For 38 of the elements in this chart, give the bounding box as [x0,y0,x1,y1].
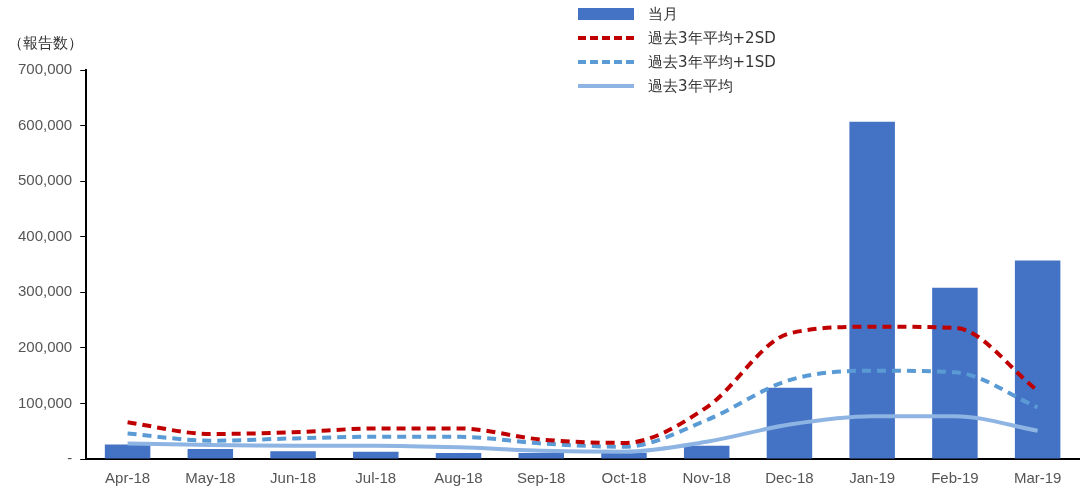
x-tick-label: Jan-19 [849,469,896,487]
bar [766,387,813,459]
bar [104,444,151,459]
bar [435,452,482,459]
x-tick-label: Oct-18 [601,469,647,487]
legend-label: 当月 [648,4,678,24]
x-tick-label: Mar-19 [1013,469,1062,487]
bar [932,287,978,459]
y-axis-title: （報告数） [8,34,83,53]
x-tick-label: Apr-18 [105,469,151,487]
x-tick-label: Dec-18 [765,469,814,487]
legend-label: 過去3年平均+1SD [648,52,776,72]
line-series [125,368,1040,449]
line-series [125,414,1040,454]
x-tick-label: Aug-18 [434,469,483,487]
bar [187,449,234,459]
legend-label: 過去3年平均+2SD [648,28,776,48]
legend-label: 過去3年平均 [648,76,733,96]
bar [270,451,316,459]
bar [849,121,895,459]
x-tick-label: Sep-18 [517,469,566,487]
bar [518,452,564,459]
x-tick-label: May-18 [185,469,236,487]
x-tick-label: Feb-19 [931,469,979,487]
bar [683,445,730,459]
x-tick-label: Jul-18 [355,469,397,487]
y-tick-label: 600,000 [17,115,73,133]
y-tick-label: 100,000 [17,393,73,411]
x-tick-label: Jun-18 [270,469,316,487]
bar [1014,260,1061,459]
y-tick-label: - [67,449,73,467]
bar [353,451,399,459]
y-tick-label: 200,000 [17,338,73,355]
y-tick-label: 500,000 [17,171,73,189]
y-tick-label: 300,000 [17,282,73,300]
y-tick-label: 400,000 [17,226,73,244]
y-tick-label: 700,000 [17,60,73,78]
x-tick-label: Nov-18 [682,469,731,487]
